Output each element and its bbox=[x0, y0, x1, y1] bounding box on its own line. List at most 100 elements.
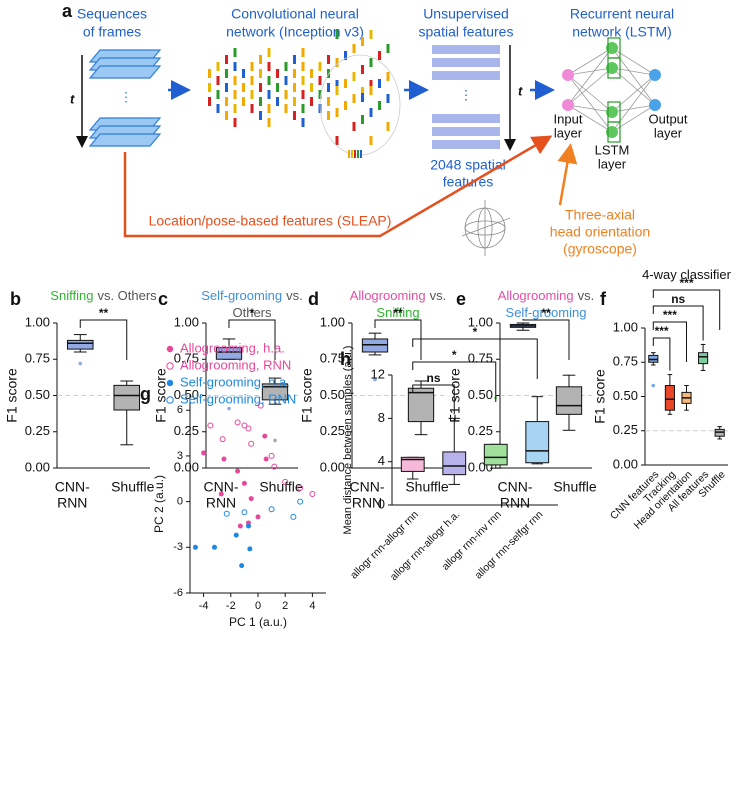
layer-label: Input bbox=[554, 111, 583, 126]
point bbox=[271, 463, 278, 470]
y-tick-label: 0.25 bbox=[468, 423, 493, 438]
y-tick-label: -3 bbox=[173, 541, 183, 553]
significance-bracket bbox=[522, 319, 570, 360]
cnn-layer bbox=[351, 150, 353, 158]
box bbox=[555, 386, 583, 415]
connection bbox=[567, 74, 613, 113]
lstm-node bbox=[606, 62, 618, 74]
cnn-layer bbox=[233, 62, 237, 71]
y-tick-label: 1.00 bbox=[468, 314, 493, 329]
connection bbox=[567, 67, 613, 76]
y-axis-label: F1 score bbox=[153, 368, 169, 423]
x-tick-label: CNN- bbox=[498, 479, 533, 495]
cnn-layer bbox=[216, 76, 220, 85]
y-axis-label: F1 score bbox=[299, 368, 315, 423]
significance-bracket bbox=[79, 319, 128, 360]
cnn-layer bbox=[233, 104, 237, 113]
chart-title: Self-grooming vs. bbox=[201, 288, 303, 303]
cnn-layer bbox=[361, 37, 364, 46]
cnn-layer bbox=[369, 108, 373, 117]
cnn-layer bbox=[335, 108, 339, 117]
cnn-layer bbox=[242, 97, 245, 106]
y-tick-label: 0.00 bbox=[25, 459, 50, 474]
lstm-title: Recurrent neural bbox=[570, 6, 674, 22]
panel-label: a bbox=[62, 1, 73, 21]
cnn-layer bbox=[233, 76, 237, 85]
ellipsis: ⋮ bbox=[460, 87, 473, 102]
y-tick-label: 4 bbox=[378, 453, 385, 468]
significance-bracket bbox=[412, 384, 455, 415]
cnn-layer bbox=[318, 90, 322, 99]
point bbox=[282, 478, 289, 485]
x-tick-label: 4 bbox=[309, 600, 315, 612]
cnn-layer bbox=[344, 101, 347, 110]
significance-label: * bbox=[452, 348, 457, 362]
gyro-label: Three-axial bbox=[565, 207, 635, 223]
title-part: Self-grooming bbox=[201, 288, 282, 303]
cnn-diagram bbox=[208, 30, 401, 158]
y-axis-label: F1 score bbox=[4, 368, 20, 423]
point bbox=[248, 440, 255, 447]
point bbox=[192, 544, 198, 550]
point bbox=[237, 523, 243, 529]
cnn-layer bbox=[293, 97, 296, 106]
significance-label: ** bbox=[99, 306, 109, 320]
x-tick-label: -4 bbox=[199, 600, 209, 612]
cnn-layer bbox=[293, 55, 296, 64]
panel-label: c bbox=[158, 289, 168, 309]
lstm-title: network (LSTM) bbox=[572, 24, 672, 40]
lstm-cell bbox=[607, 121, 621, 143]
title-part: Allogrooming bbox=[350, 288, 426, 303]
chart-title: 4-way classifier bbox=[642, 267, 732, 282]
panel-label: d bbox=[308, 289, 319, 309]
layer-label: LSTM bbox=[595, 142, 630, 157]
chart-title: Self-grooming bbox=[506, 305, 587, 320]
cnn-layer bbox=[378, 51, 381, 60]
cnn-title: Convolutional neural bbox=[231, 6, 359, 22]
cnn-layer bbox=[250, 104, 254, 113]
x-axis-label: PC 1 (a.u.) bbox=[229, 615, 287, 629]
box bbox=[66, 339, 94, 350]
cnn-layer bbox=[216, 104, 220, 113]
cnn-layer bbox=[216, 62, 220, 71]
connection bbox=[567, 104, 613, 133]
cnn-layer bbox=[386, 44, 390, 53]
y-tick-label: 0.50 bbox=[320, 387, 345, 402]
output-node bbox=[649, 99, 661, 111]
legend-marker bbox=[166, 345, 174, 353]
point bbox=[235, 468, 241, 474]
y-tick-label: 1.00 bbox=[25, 314, 50, 329]
x-tick-label: RNN bbox=[352, 495, 382, 511]
y-tick-label: 0.25 bbox=[613, 422, 638, 437]
cnn-layer bbox=[352, 94, 356, 103]
y-axis-label: Mean distance between samples (a.u.) bbox=[342, 346, 354, 535]
ellipsis: ⋮ bbox=[120, 89, 133, 104]
box bbox=[113, 384, 141, 411]
cnn-layer bbox=[348, 150, 350, 158]
y-tick-label: 1.00 bbox=[613, 319, 638, 334]
cnn-layer bbox=[327, 111, 330, 120]
significance-bracket bbox=[652, 289, 721, 330]
cnn-layer bbox=[276, 69, 279, 78]
chart-title: Sniffing vs. Others bbox=[50, 288, 157, 303]
cnn-layer bbox=[233, 90, 237, 99]
time-label: t bbox=[518, 83, 523, 98]
connection bbox=[611, 67, 656, 76]
panel-label: g bbox=[140, 384, 151, 404]
cnn-layer bbox=[327, 55, 330, 64]
point bbox=[245, 523, 251, 529]
x-tick-label: RNN bbox=[206, 495, 236, 511]
y-tick-label: 0.75 bbox=[174, 351, 199, 366]
lstm-network bbox=[562, 37, 661, 143]
cnn-layer bbox=[318, 62, 322, 71]
features-count: features bbox=[443, 174, 494, 190]
point bbox=[268, 452, 275, 459]
point bbox=[297, 498, 304, 505]
legend-marker bbox=[166, 362, 174, 370]
cnn-layer bbox=[293, 111, 296, 120]
cnn-layer bbox=[267, 118, 271, 127]
connection bbox=[611, 47, 656, 76]
cnn-layer bbox=[225, 111, 228, 120]
cnn-layer bbox=[357, 150, 359, 158]
point bbox=[234, 419, 241, 426]
